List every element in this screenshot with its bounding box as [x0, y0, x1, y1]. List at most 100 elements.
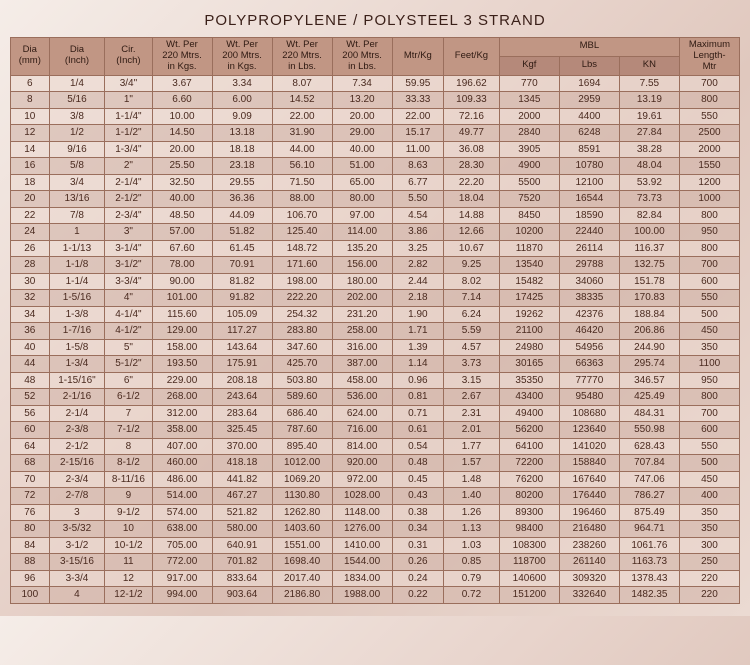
table-cell: 0.54	[392, 438, 443, 455]
table-cell: 0.45	[392, 471, 443, 488]
table-cell: 5/16	[49, 92, 105, 109]
table-cell: 1-1/13	[49, 240, 105, 257]
table-cell: 6248	[559, 125, 619, 142]
table-cell: 206.86	[619, 323, 679, 340]
table-cell: 19262	[499, 306, 559, 323]
col-maxlen: MaximumLength-Mtr	[679, 38, 739, 76]
table-cell: 15482	[499, 273, 559, 290]
table-cell: 80.00	[332, 191, 392, 208]
table-cell: 36.08	[444, 141, 500, 158]
table-cell: 283.64	[212, 405, 272, 422]
table-row: 963-3/412917.00833.642017.401834.000.240…	[11, 570, 740, 587]
page-title: POLYPROPYLENE / POLYSTEEL 3 STRAND	[10, 12, 740, 29]
table-row: 481-15/16"6"229.00208.18503.80458.000.96…	[11, 372, 740, 389]
table-cell: 82.84	[619, 207, 679, 224]
table-cell: 2.44	[392, 273, 443, 290]
table-cell: 1276.00	[332, 521, 392, 538]
table-cell: 60	[11, 422, 50, 439]
table-cell: 170.83	[619, 290, 679, 307]
table-cell: 243.64	[212, 389, 272, 406]
table-cell: 156.00	[332, 257, 392, 274]
table-cell: 6-1/2	[105, 389, 152, 406]
table-cell: 3.34	[212, 75, 272, 92]
table-cell: 350	[679, 504, 739, 521]
table-cell: 30165	[499, 356, 559, 373]
table-cell: 521.82	[212, 504, 272, 521]
table-cell: 4.54	[392, 207, 443, 224]
table-row: 682-15/168-1/2460.00418.181012.00920.000…	[11, 455, 740, 472]
table-cell: 48.50	[152, 207, 212, 224]
table-row: 183/42-1/4"32.5029.5571.5065.006.7722.20…	[11, 174, 740, 191]
table-cell: 40.00	[152, 191, 212, 208]
table-cell: 28.30	[444, 158, 500, 175]
table-cell: 450	[679, 471, 739, 488]
table-cell: 14.52	[272, 92, 332, 109]
table-cell: 81.82	[212, 273, 272, 290]
table-cell: 787.60	[272, 422, 332, 439]
table-cell: 2-3/4"	[105, 207, 152, 224]
table-cell: 27.84	[619, 125, 679, 142]
table-cell: 3.25	[392, 240, 443, 257]
table-cell: 833.64	[212, 570, 272, 587]
table-cell: 4900	[499, 158, 559, 175]
col-mtrkg: Mtr/Kg	[392, 38, 443, 76]
table-cell: 118700	[499, 554, 559, 571]
table-cell: 56200	[499, 422, 559, 439]
table-row: 103/81-1/4"10.009.0922.0020.0022.0072.16…	[11, 108, 740, 125]
table-cell: 0.31	[392, 537, 443, 554]
table-cell: 158840	[559, 455, 619, 472]
table-cell: 84	[11, 537, 50, 554]
table-row: 642-1/28407.00370.00895.40814.000.541.77…	[11, 438, 740, 455]
table-cell: 1.26	[444, 504, 500, 521]
table-cell: 4	[49, 587, 105, 604]
table-row: 522-1/166-1/2268.00243.64589.60536.000.8…	[11, 389, 740, 406]
table-cell: 9.25	[444, 257, 500, 274]
table-row: 883-15/1611772.00701.821698.401544.000.2…	[11, 554, 740, 571]
table-cell: 1.90	[392, 306, 443, 323]
table-cell: 36	[11, 323, 50, 340]
table-cell: 387.00	[332, 356, 392, 373]
table-cell: 1834.00	[332, 570, 392, 587]
table-cell: 1-1/4"	[105, 108, 152, 125]
table-cell: 22440	[559, 224, 619, 241]
table-cell: 10	[11, 108, 50, 125]
table-cell: 686.40	[272, 405, 332, 422]
table-cell: 11870	[499, 240, 559, 257]
table-row: 165/82"25.5023.1856.1051.008.6328.304900…	[11, 158, 740, 175]
table-row: 602-3/87-1/2358.00325.45787.60716.000.61…	[11, 422, 740, 439]
table-cell: 143.64	[212, 339, 272, 356]
table-cell: 7.14	[444, 290, 500, 307]
table-cell: 2-1/2"	[105, 191, 152, 208]
table-cell: 151.78	[619, 273, 679, 290]
table-row: 281-1/83-1/2"78.0070.91171.60156.002.829…	[11, 257, 740, 274]
table-cell: 109.33	[444, 92, 500, 109]
table-cell: 0.24	[392, 570, 443, 587]
table-cell: 28	[11, 257, 50, 274]
table-cell: 49400	[499, 405, 559, 422]
table-cell: 786.27	[619, 488, 679, 505]
table-cell: 22.00	[272, 108, 332, 125]
table-body: 61/43/4"3.673.348.077.3459.95196.6277016…	[11, 75, 740, 603]
table-cell: 76200	[499, 471, 559, 488]
table-cell: 78.00	[152, 257, 212, 274]
table-cell: 994.00	[152, 587, 212, 604]
table-cell: 700	[679, 257, 739, 274]
table-cell: 29.00	[332, 125, 392, 142]
table-cell: 44	[11, 356, 50, 373]
table-cell: 46420	[559, 323, 619, 340]
table-cell: 35350	[499, 372, 559, 389]
table-cell: 3/4"	[105, 75, 152, 92]
table-cell: 180.00	[332, 273, 392, 290]
table-cell: 258.00	[332, 323, 392, 340]
table-cell: 6.24	[444, 306, 500, 323]
table-cell: 108300	[499, 537, 559, 554]
table-cell: 295.74	[619, 356, 679, 373]
table-cell: 325.45	[212, 422, 272, 439]
table-cell: 1061.76	[619, 537, 679, 554]
table-cell: 4.57	[444, 339, 500, 356]
table-cell: 2000	[499, 108, 559, 125]
table-cell: 52	[11, 389, 50, 406]
table-cell: 1-1/2"	[105, 125, 152, 142]
table-cell: 8450	[499, 207, 559, 224]
table-cell: 9-1/2	[105, 504, 152, 521]
